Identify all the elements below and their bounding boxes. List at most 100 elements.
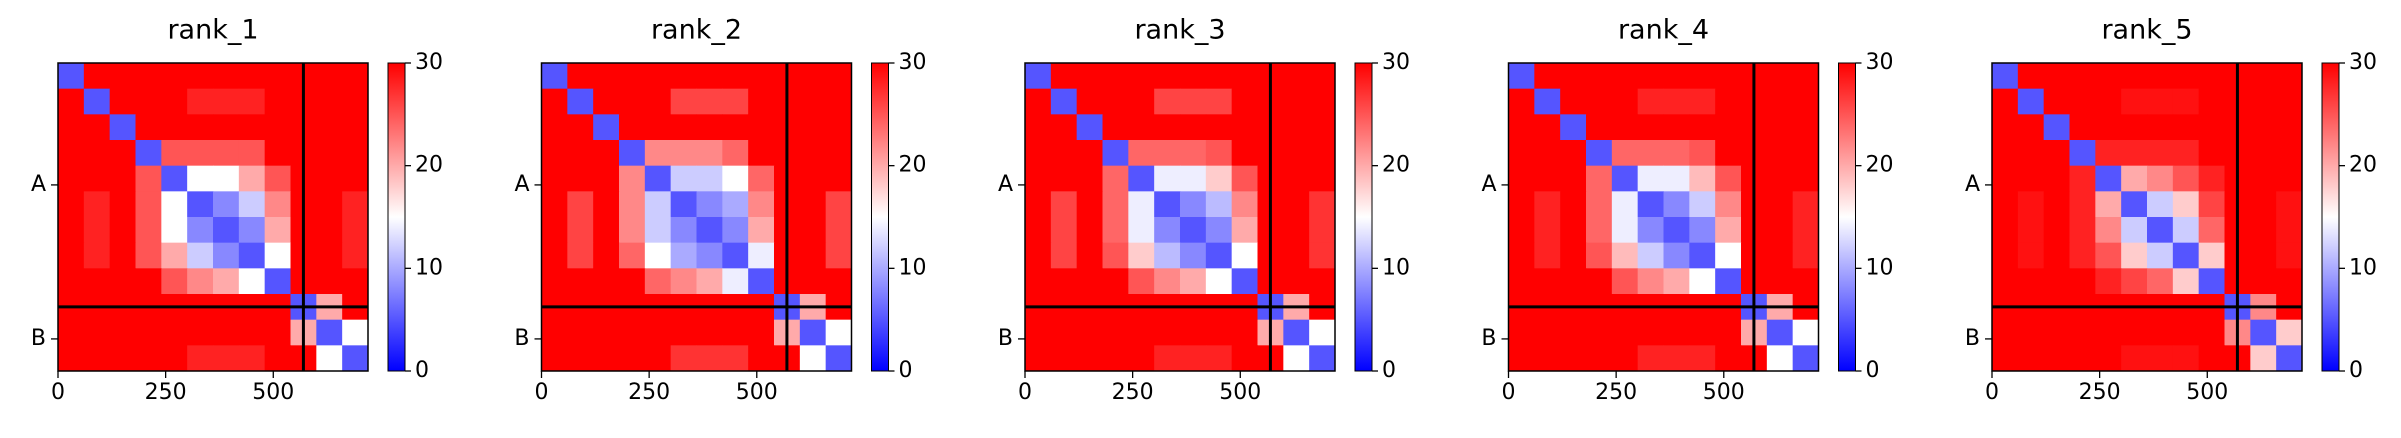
heatmap-cell: [1992, 268, 2019, 295]
heatmap-cell: [644, 114, 672, 141]
heatmap-cell: [135, 88, 162, 115]
heatmap-cell: [1205, 268, 1233, 295]
heatmap-cell: [1076, 191, 1103, 218]
heatmap-cell: [2198, 140, 2225, 167]
heatmap-cell: [1637, 191, 1664, 218]
colorbar-tick-label: 10: [1382, 255, 1410, 280]
heatmap-cell: [619, 88, 646, 115]
heatmap-cell: [1534, 63, 1561, 90]
heatmap-cell: [1154, 63, 1181, 90]
heatmap-cell: [2276, 319, 2303, 346]
heatmap-cell: [58, 217, 85, 244]
heatmap-cell: [1231, 63, 1258, 90]
heatmap-cell: [2250, 140, 2277, 167]
heatmap-cell: [2250, 63, 2277, 90]
heatmap-cell: [1309, 88, 1336, 115]
heatmap-cell: [2121, 114, 2148, 141]
heatmap-cell: [619, 217, 646, 244]
heatmap-cell: [1128, 88, 1155, 115]
heatmap-cell: [213, 319, 240, 346]
heatmap-cell: [2198, 217, 2225, 244]
heatmap-cell: [1283, 319, 1310, 346]
heatmap-cell: [1309, 63, 1336, 90]
heatmap-cell: [2147, 63, 2174, 90]
heatmap-cell: [644, 217, 672, 244]
heatmap-cell: [799, 268, 827, 295]
heatmap-cell: [1992, 242, 2019, 269]
heatmap-cell: [1050, 88, 1078, 115]
heatmap-cell: [161, 63, 188, 90]
heatmap-cell: [1508, 319, 1535, 346]
heatmap-cell: [1050, 191, 1078, 218]
heatmap-cell: [567, 140, 594, 167]
heatmap-cell: [2095, 319, 2122, 346]
heatmap-cell: [1050, 63, 1078, 90]
heatmap-cell: [1689, 319, 1716, 346]
heatmap-cell: [1992, 191, 2019, 218]
heatmap-cell: [2172, 345, 2200, 372]
heatmap-cell: [1128, 242, 1155, 269]
heatmap-cell: [2095, 114, 2122, 141]
heatmap-cell: [748, 63, 775, 90]
heatmap-cell: [238, 165, 266, 192]
heatmap-cell: [619, 63, 646, 90]
heatmap-cell: [2121, 165, 2148, 192]
heatmap-cell: [2198, 114, 2225, 141]
heatmap-cell: [1508, 345, 1535, 372]
heatmap-cell: [2043, 242, 2070, 269]
heatmap-cell: [2172, 165, 2200, 192]
heatmap-cell: [1792, 191, 1819, 218]
heatmap-cell: [135, 63, 162, 90]
heatmap-cell: [1283, 140, 1310, 167]
heatmap-cell: [2172, 268, 2200, 295]
heatmap-cell: [722, 140, 749, 167]
heatmap-cell: [1611, 242, 1639, 269]
heatmap-cell: [1050, 242, 1078, 269]
heatmap-cell: [748, 88, 775, 115]
heatmap-cell: [1231, 319, 1258, 346]
heatmap-cell: [2172, 63, 2200, 90]
heatmap-cell: [1792, 345, 1819, 372]
heatmap-cell: [2017, 88, 2045, 115]
heatmap-cell: [1611, 88, 1639, 115]
x-tick-label: 0: [51, 380, 65, 405]
heatmap-cell: [161, 345, 188, 372]
heatmap-cell: [1102, 88, 1129, 115]
heatmap-cell: [2276, 165, 2303, 192]
heatmap-cell: [1154, 217, 1181, 244]
heatmap-cell: [541, 319, 568, 346]
heatmap-cell: [1231, 217, 1258, 244]
heatmap-cell: [213, 63, 240, 90]
heatmap-cell: [1076, 217, 1103, 244]
heatmap-cell: [748, 217, 775, 244]
heatmap-cell: [213, 242, 240, 269]
heatmap-cell: [2147, 88, 2174, 115]
heatmap-cell: [1534, 140, 1561, 167]
heatmap-cell: [2069, 345, 2096, 372]
heatmap-cell: [1689, 114, 1716, 141]
heatmap-cell: [2172, 191, 2200, 218]
heatmap-cell: [748, 140, 775, 167]
heatmap-cell: [1637, 88, 1664, 115]
heatmap-cell: [825, 319, 852, 346]
heatmap-cell: [1992, 217, 2019, 244]
heatmap-cell: [593, 191, 620, 218]
heatmap-cell: [1715, 345, 1742, 372]
heatmap-cell: [696, 165, 723, 192]
heatmap-cell: [1637, 63, 1664, 90]
heatmap-cell: [593, 140, 620, 167]
heatmap-cell: [1586, 140, 1613, 167]
heatmap-cell: [2250, 165, 2277, 192]
heatmap-cell: [1102, 114, 1129, 141]
heatmap-cell: [644, 242, 672, 269]
heatmap-cell: [316, 191, 343, 218]
heatmap-cell: [1766, 268, 1794, 295]
heatmap-cell: [213, 114, 240, 141]
heatmap-cell: [1128, 63, 1155, 90]
heatmap-cell: [2276, 191, 2303, 218]
heatmap-cell: [799, 191, 827, 218]
heatmap-cell: [1689, 63, 1716, 90]
heatmap-cell: [83, 217, 111, 244]
heatmap-cell: [541, 114, 568, 141]
heatmap-cell: [541, 268, 568, 295]
